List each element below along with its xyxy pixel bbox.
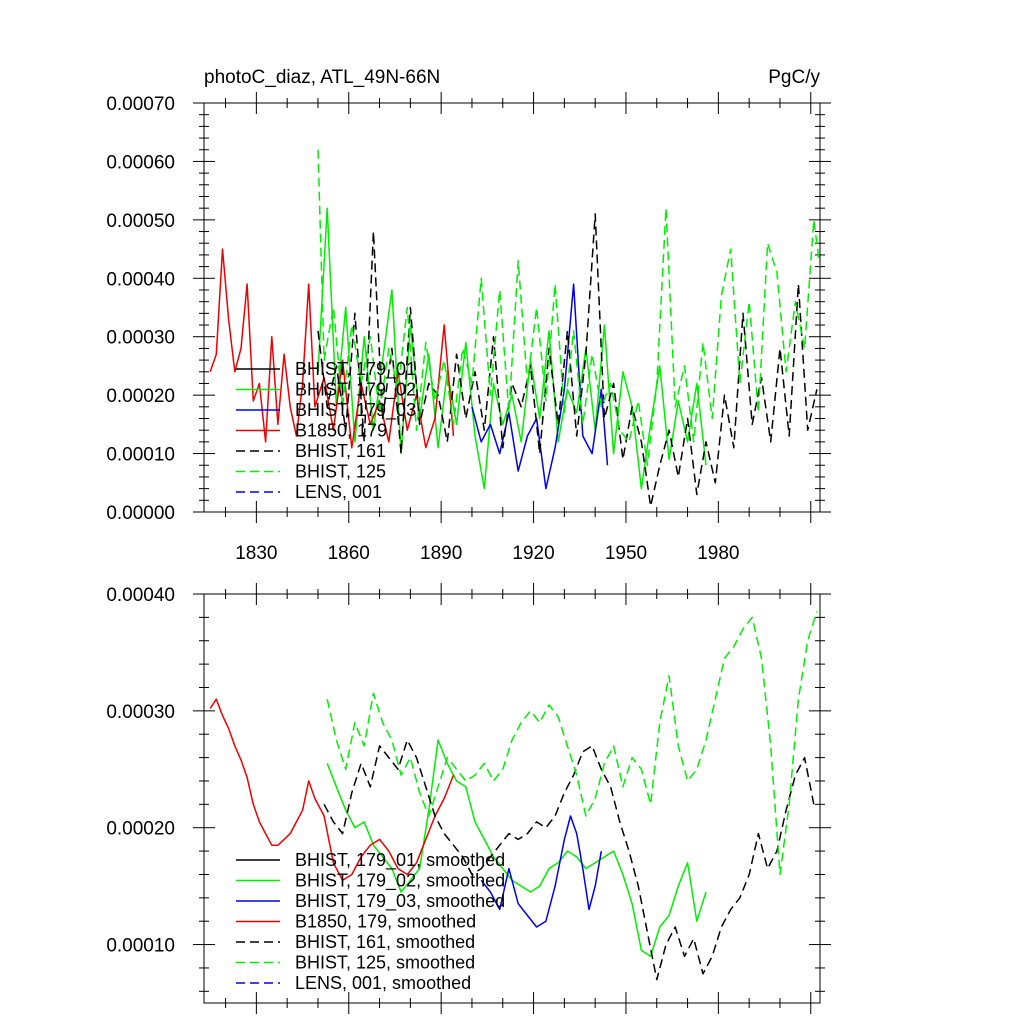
bottom-panel: 0.00010 0.00020 0.00030 0.00040 BHIST, 179_0… [106,583,831,1014]
plot-frame [203,593,821,1004]
y-tick-label: 0.00060 [106,152,175,173]
y-tick-label: 0.00040 [106,585,175,606]
y-tick-label: 0.00050 [106,211,175,232]
x-tick-label: 1920 [512,543,554,564]
series-line-bhist-179-02-smoothed [326,739,707,958]
y-tick-label: 0.00010 [106,936,175,957]
legend-label: BHIST, 161, smoothed [295,932,475,952]
legend-label: B1850, 179, smoothed [295,912,476,932]
plot-frame [203,102,821,513]
series-line-b1850-179 [209,248,455,449]
series-group [209,149,820,507]
x-tick-label: 1890 [420,543,462,564]
legend-label: BHIST, 179_01, smoothed [295,850,505,871]
legend-label: BHIST, 125 [295,462,386,482]
x-tick-label: 1980 [697,543,739,564]
legend-label: BHIST, 161 [295,441,386,461]
series-line-bhist-161 [317,213,818,507]
series-line-bhist-179-03-smoothed [480,815,603,928]
legend-label: BHIST, 179_02 [295,380,416,401]
y-tick-label: 0.00010 [106,445,175,466]
series-line-bhist-179-02 [317,207,707,490]
legend-label: BHIST, 179_03 [295,400,416,421]
chart-units: PgC/y [768,67,820,88]
y-tick-label: 0.00000 [106,503,175,524]
series-line-bhist-125 [317,149,820,467]
legend-label: LENS, 001, smoothed [295,973,471,993]
series-line-bhist-161-smoothed [323,739,815,981]
legend-label: B1850, 179 [295,421,387,441]
chart-title: photoC_diaz, ATL_49N-66N [204,67,440,88]
legend-label: BHIST, 179_01 [295,359,416,380]
legend-label: BHIST, 179_02, smoothed [295,871,505,892]
y-tick-label: 0.00030 [106,328,175,349]
series-line-b1850-179-smoothed [209,698,455,882]
series-line-bhist-179-03 [471,283,609,490]
x-tick-label: 1950 [605,543,647,564]
legend-label: BHIST, 179_03, smoothed [295,891,505,912]
y-tick-label: 0.00020 [106,386,175,407]
series-group [209,611,818,981]
y-tick-label: 0.00070 [106,94,175,115]
y-tick-label: 0.00020 [106,819,175,840]
x-tick-label: 1860 [328,543,370,564]
x-tick-label: 1830 [235,543,277,564]
top-panel: 1830 1860 1890 1920 1950 1980 0.00000 0.00010 0.… [106,92,831,564]
y-tick-label: 0.00030 [106,702,175,723]
legend-label: BHIST, 125, smoothed [295,953,475,973]
legend-label: LENS, 001 [295,482,382,502]
series-line-bhist-125-smoothed [326,611,818,876]
y-tick-label: 0.00040 [106,269,175,290]
